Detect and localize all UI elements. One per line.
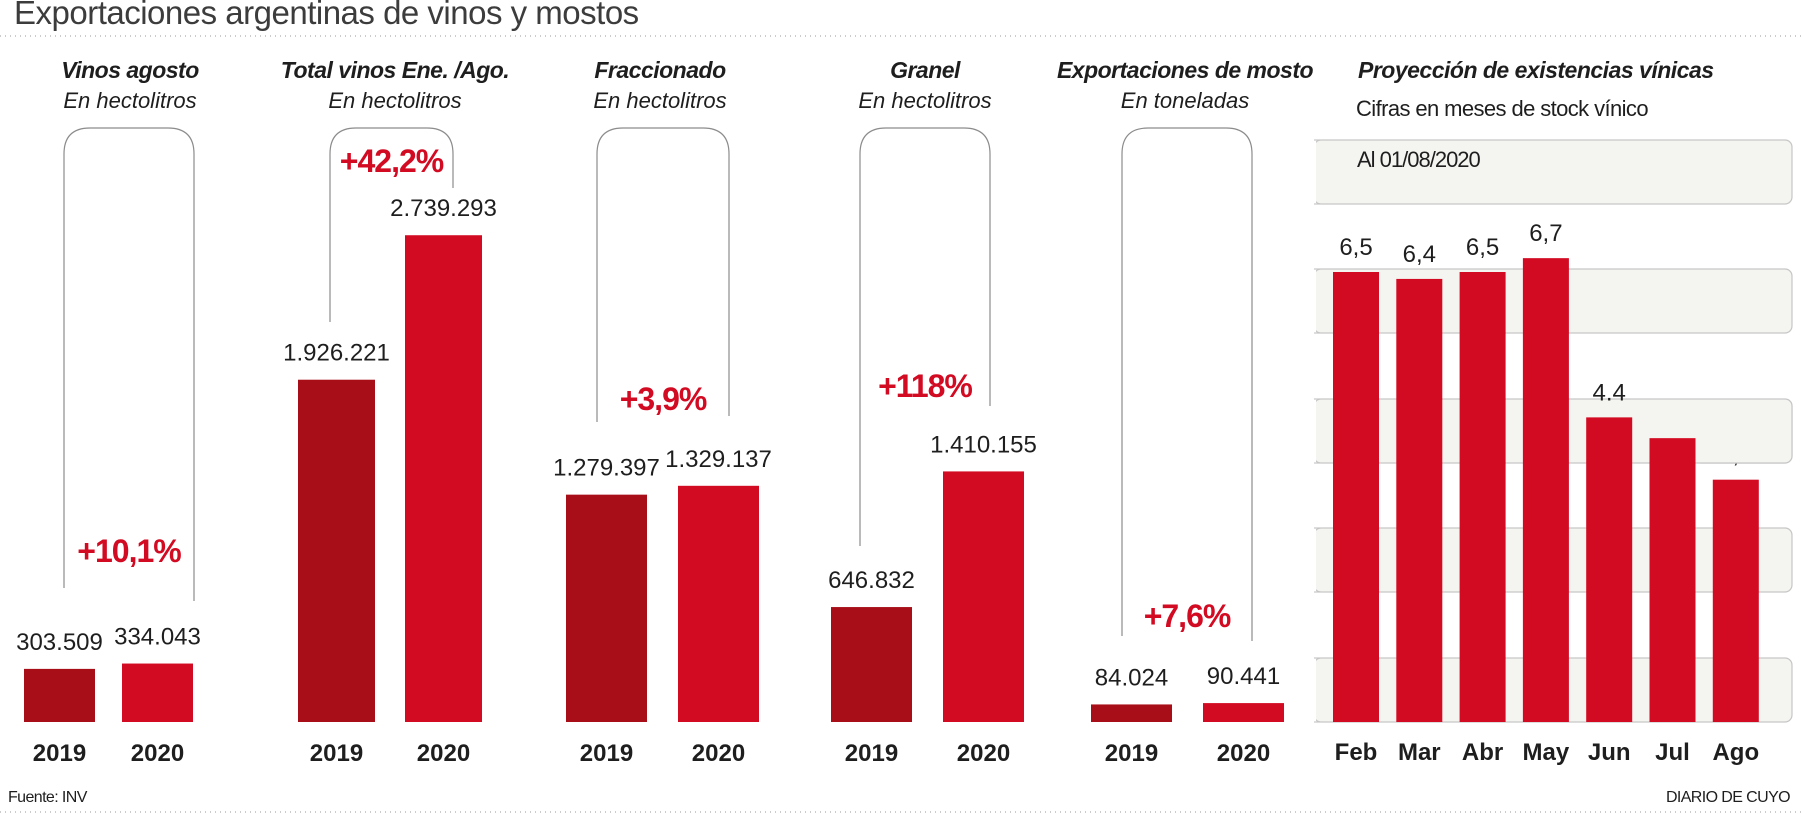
value-label: 6,5 xyxy=(1339,234,1372,261)
change-label: +3,9% xyxy=(620,381,707,417)
month-label: Ago xyxy=(1712,739,1759,766)
change-label: +7,6% xyxy=(1144,598,1231,634)
value-label: 1.329.137 xyxy=(665,446,772,473)
comparison-bracket xyxy=(1121,127,1253,641)
comparison-bracket xyxy=(596,127,730,422)
value-label: 334.043 xyxy=(114,624,201,651)
band-edge-mask xyxy=(1310,268,1316,334)
source-note: Fuente: INV xyxy=(8,789,88,806)
panel-title: Total vinos Ene. /Ago. xyxy=(281,57,509,83)
band-edge-mask xyxy=(1310,527,1316,593)
background-band-overlay xyxy=(1700,399,1793,464)
month-label: Mar xyxy=(1398,739,1441,766)
panel-title: Proyección de existencias vínicas xyxy=(1358,57,1714,83)
bar-2019 xyxy=(566,494,647,722)
year-label: 2019 xyxy=(1105,740,1158,767)
value-label: 90.441 xyxy=(1207,663,1280,690)
band-edge-mask xyxy=(1310,398,1316,464)
panel-5: Exportaciones de mosto En toneladas +7,6% 8… xyxy=(1057,57,1314,767)
value-label: 1.926.221 xyxy=(283,340,390,367)
month-label: Jun xyxy=(1588,739,1631,766)
year-label: 2019 xyxy=(580,740,633,767)
bar-Ago xyxy=(1712,479,1759,722)
credit: DIARIO DE CUYO xyxy=(1666,789,1790,806)
bar-2020 xyxy=(1203,703,1284,722)
change-label: +10,1% xyxy=(77,533,181,569)
bar-Jun xyxy=(1586,417,1633,722)
panel-3: Fraccionado En hectolitros +3,9% 1.279.397 2… xyxy=(553,57,772,767)
date-note: Al 01/08/2020 xyxy=(1357,147,1481,172)
panel-subtitle: En hectolitros xyxy=(63,88,196,113)
panel-subtitle: En hectolitros xyxy=(593,88,726,113)
month-label: May xyxy=(1523,739,1570,766)
year-label: 2019 xyxy=(310,740,363,767)
year-label: 2020 xyxy=(1217,740,1270,767)
comparison-bracket xyxy=(63,127,195,601)
panel-6: Proyección de existencias vínicas Cifras … xyxy=(1333,57,1793,766)
month-label: Feb xyxy=(1335,739,1378,766)
year-label: 2019 xyxy=(845,740,898,767)
value-label: 646.832 xyxy=(828,567,915,594)
change-label: +118% xyxy=(878,368,972,404)
band-edge-mask xyxy=(1310,139,1316,205)
panel-2: Total vinos Ene. /Ago. En hectolitros +42,… xyxy=(281,57,510,767)
bar-2019 xyxy=(1091,704,1172,722)
year-label: 2020 xyxy=(957,740,1010,767)
panel-subtitle: En hectolitros xyxy=(858,88,991,113)
value-label: 6,4 xyxy=(1403,241,1436,268)
bar-2020 xyxy=(122,663,193,722)
year-label: 2020 xyxy=(417,740,470,767)
bar-May xyxy=(1522,258,1569,722)
value-label: 6,7 xyxy=(1529,220,1562,247)
value-label: 6,5 xyxy=(1466,234,1499,261)
bar-2020 xyxy=(405,235,482,722)
bar-2019 xyxy=(831,607,912,722)
month-label: Jul xyxy=(1655,739,1690,766)
value-label: 84.024 xyxy=(1095,664,1168,691)
year-label: 2020 xyxy=(131,740,184,767)
panel-title: Vinos agosto xyxy=(61,57,199,83)
value-label: 1.410.155 xyxy=(930,431,1037,458)
year-label: 2020 xyxy=(692,740,745,767)
bar-2020 xyxy=(678,485,759,722)
bar-Mar xyxy=(1396,278,1443,722)
bar-Jul xyxy=(1649,438,1696,722)
value-label: 2.739.293 xyxy=(390,195,497,222)
panel-title: Fraccionado xyxy=(594,57,726,83)
value-label: 4.4 xyxy=(1593,379,1626,406)
main-title: Exportaciones argentinas de vinos y most… xyxy=(14,0,639,31)
panel-subtitle: En hectolitros xyxy=(328,88,461,113)
panel-subtitle: Cifras en meses de stock vínico xyxy=(1356,96,1648,121)
panel-title: Granel xyxy=(890,57,961,83)
panel-subtitle: En toneladas xyxy=(1121,88,1249,113)
bar-2020 xyxy=(943,471,1024,722)
bar-2019 xyxy=(24,668,95,722)
panel-4: Granel En hectolitros +118% 646.832 2019 1.41… xyxy=(828,57,1037,767)
month-label: Abr xyxy=(1462,739,1503,766)
year-label: 2019 xyxy=(33,740,86,767)
band-edge-mask xyxy=(1310,657,1316,723)
change-label: +42,2% xyxy=(340,143,444,179)
bar-Abr xyxy=(1459,272,1506,722)
comparison-bracket xyxy=(859,127,991,546)
panel-title: Exportaciones de mosto xyxy=(1057,57,1314,83)
comparison-bracket xyxy=(329,127,454,322)
value-label: 1.279.397 xyxy=(553,455,660,482)
bar-2019 xyxy=(298,379,375,722)
value-label: 303.509 xyxy=(16,629,103,656)
panel-1: Vinos agosto En hectolitros +10,1% 303.509 2… xyxy=(16,57,201,767)
bar-Feb xyxy=(1333,272,1379,722)
